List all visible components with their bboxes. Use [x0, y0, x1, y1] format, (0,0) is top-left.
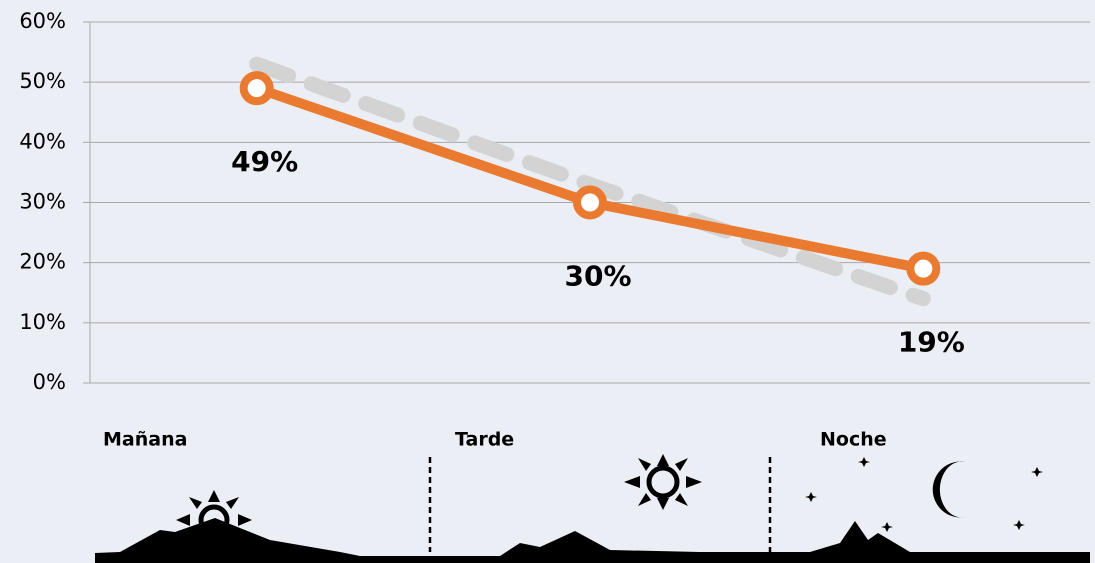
y-tick-label: 60%: [19, 9, 66, 33]
series-line: [249, 56, 931, 307]
data-label: 30%: [564, 260, 631, 293]
moon-icon: [932, 461, 966, 518]
point-marker: [239, 71, 274, 106]
x-tick-label: Noche: [820, 429, 887, 451]
y-tick-label: 50%: [19, 69, 66, 93]
y-tick-label: 20%: [19, 250, 66, 274]
point-marker: [906, 251, 941, 286]
data-label: 19%: [898, 326, 965, 359]
illustration: [95, 454, 1090, 563]
point-marker: [573, 185, 607, 220]
sun-icon: [624, 454, 702, 510]
y-tick-label: 30%: [19, 190, 66, 214]
data-label: 49%: [231, 145, 298, 178]
x-tick-label: Tarde: [455, 429, 514, 451]
x-tick-label: Mañana: [103, 429, 187, 451]
stars: [805, 457, 1043, 532]
y-tick-label: 0%: [33, 370, 66, 394]
ground: [95, 518, 1090, 563]
y-tick-label: 40%: [19, 129, 66, 153]
y-tick-label: 10%: [19, 310, 66, 334]
